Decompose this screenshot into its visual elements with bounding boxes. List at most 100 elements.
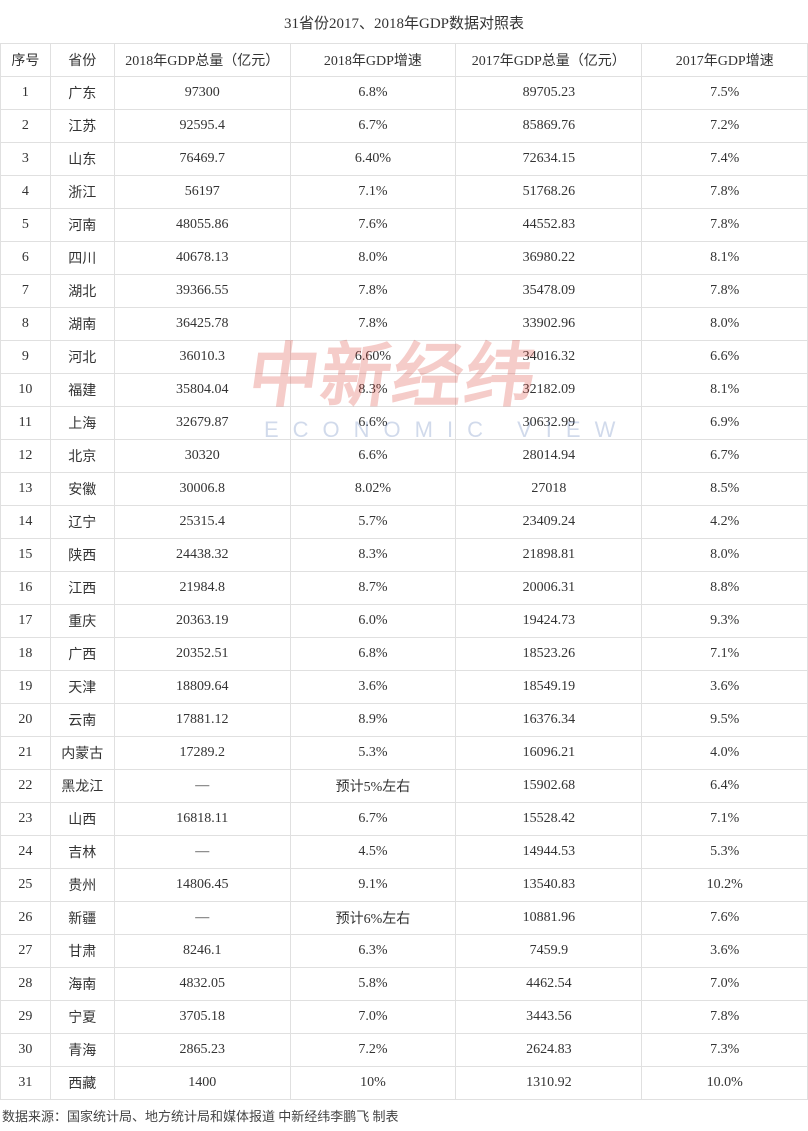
table-cell: 16096.21 — [456, 737, 642, 770]
table-cell: 40678.13 — [114, 242, 290, 275]
table-cell: 4.0% — [642, 737, 808, 770]
table-cell: 17 — [1, 605, 51, 638]
table-cell: 13540.83 — [456, 869, 642, 902]
table-cell: 海南 — [50, 968, 114, 1001]
table-cell: 8.9% — [290, 704, 456, 737]
table-cell: 27 — [1, 935, 51, 968]
table-row: 30青海2865.237.2%2624.837.3% — [1, 1034, 808, 1067]
table-cell: 20 — [1, 704, 51, 737]
table-cell: 12 — [1, 440, 51, 473]
table-cell: 35804.04 — [114, 374, 290, 407]
table-cell: 6.3% — [290, 935, 456, 968]
table-cell: 黑龙江 — [50, 770, 114, 803]
table-cell: 江西 — [50, 572, 114, 605]
table-row: 12北京303206.6%28014.946.7% — [1, 440, 808, 473]
table-row: 22黑龙江—预计5%左右15902.686.4% — [1, 770, 808, 803]
table-cell: 7.8% — [290, 308, 456, 341]
table-cell: 16376.34 — [456, 704, 642, 737]
table-cell: 4 — [1, 176, 51, 209]
table-cell: 6.4% — [642, 770, 808, 803]
table-cell: 7.4% — [642, 143, 808, 176]
table-cell: 8.02% — [290, 473, 456, 506]
col-header-gdp2018: 2018年GDP总量（亿元） — [114, 44, 290, 77]
table-cell: 广西 — [50, 638, 114, 671]
table-cell: 3.6% — [290, 671, 456, 704]
table-cell: 8246.1 — [114, 935, 290, 968]
table-cell: 1310.92 — [456, 1067, 642, 1100]
table-cell: 27018 — [456, 473, 642, 506]
table-cell: 31 — [1, 1067, 51, 1100]
table-cell: 3.6% — [642, 935, 808, 968]
table-row: 31西藏140010%1310.9210.0% — [1, 1067, 808, 1100]
table-cell: 新疆 — [50, 902, 114, 935]
table-cell: 安徽 — [50, 473, 114, 506]
table-cell: 25315.4 — [114, 506, 290, 539]
table-cell: 7.8% — [290, 275, 456, 308]
table-cell: 18 — [1, 638, 51, 671]
table-row: 11上海32679.876.6%30632.996.9% — [1, 407, 808, 440]
table-cell: 山西 — [50, 803, 114, 836]
table-cell: 甘肃 — [50, 935, 114, 968]
table-row: 28海南4832.055.8%4462.547.0% — [1, 968, 808, 1001]
table-cell: 河北 — [50, 341, 114, 374]
table-row: 3山东76469.76.40%72634.157.4% — [1, 143, 808, 176]
table-cell: 7.5% — [642, 77, 808, 110]
table-row: 20云南17881.128.9%16376.349.5% — [1, 704, 808, 737]
table-cell: 33902.96 — [456, 308, 642, 341]
table-cell: 21984.8 — [114, 572, 290, 605]
table-row: 21内蒙古17289.25.3%16096.214.0% — [1, 737, 808, 770]
table-cell: 7.0% — [642, 968, 808, 1001]
table-cell: 8 — [1, 308, 51, 341]
table-cell: 21898.81 — [456, 539, 642, 572]
table-cell: 宁夏 — [50, 1001, 114, 1034]
col-header-index: 序号 — [1, 44, 51, 77]
table-cell: 17881.12 — [114, 704, 290, 737]
table-cell: 7.8% — [642, 1001, 808, 1034]
table-row: 16江西21984.88.7%20006.318.8% — [1, 572, 808, 605]
table-cell: 3.6% — [642, 671, 808, 704]
table-cell: 10% — [290, 1067, 456, 1100]
table-row: 23山西16818.116.7%15528.427.1% — [1, 803, 808, 836]
table-cell: 9.3% — [642, 605, 808, 638]
table-cell: 陕西 — [50, 539, 114, 572]
table-cell: 5.8% — [290, 968, 456, 1001]
table-cell: 广东 — [50, 77, 114, 110]
table-cell: 8.5% — [642, 473, 808, 506]
table-cell: 8.7% — [290, 572, 456, 605]
table-cell: 21 — [1, 737, 51, 770]
table-row: 19天津18809.643.6%18549.193.6% — [1, 671, 808, 704]
table-cell: 10 — [1, 374, 51, 407]
table-cell: 7.6% — [290, 209, 456, 242]
table-cell: 7.0% — [290, 1001, 456, 1034]
table-cell: 6.60% — [290, 341, 456, 374]
table-cell: 6.40% — [290, 143, 456, 176]
table-cell: 4.2% — [642, 506, 808, 539]
table-cell: 7.6% — [642, 902, 808, 935]
table-cell: 2624.83 — [456, 1034, 642, 1067]
table-cell: 8.0% — [642, 539, 808, 572]
table-cell: 10.2% — [642, 869, 808, 902]
table-cell: 9.5% — [642, 704, 808, 737]
table-cell: 28 — [1, 968, 51, 1001]
table-cell: 9 — [1, 341, 51, 374]
table-cell: 青海 — [50, 1034, 114, 1067]
table-row: 24吉林—4.5%14944.535.3% — [1, 836, 808, 869]
table-cell: 湖北 — [50, 275, 114, 308]
col-header-gdp2017: 2017年GDP总量（亿元） — [456, 44, 642, 77]
table-cell: 7.2% — [290, 1034, 456, 1067]
table-cell: 7.1% — [642, 638, 808, 671]
table-cell: 32679.87 — [114, 407, 290, 440]
table-cell: 24 — [1, 836, 51, 869]
table-cell: 7 — [1, 275, 51, 308]
table-cell: 23 — [1, 803, 51, 836]
table-cell: 6.8% — [290, 77, 456, 110]
table-cell: 6.8% — [290, 638, 456, 671]
table-cell: 6 — [1, 242, 51, 275]
table-cell: 35478.09 — [456, 275, 642, 308]
table-cell: 浙江 — [50, 176, 114, 209]
table-row: 4浙江561977.1%51768.267.8% — [1, 176, 808, 209]
table-cell: 10881.96 — [456, 902, 642, 935]
table-cell: 36425.78 — [114, 308, 290, 341]
table-cell: 8.3% — [290, 539, 456, 572]
table-title: 31省份2017、2018年GDP数据对照表 — [0, 0, 808, 43]
